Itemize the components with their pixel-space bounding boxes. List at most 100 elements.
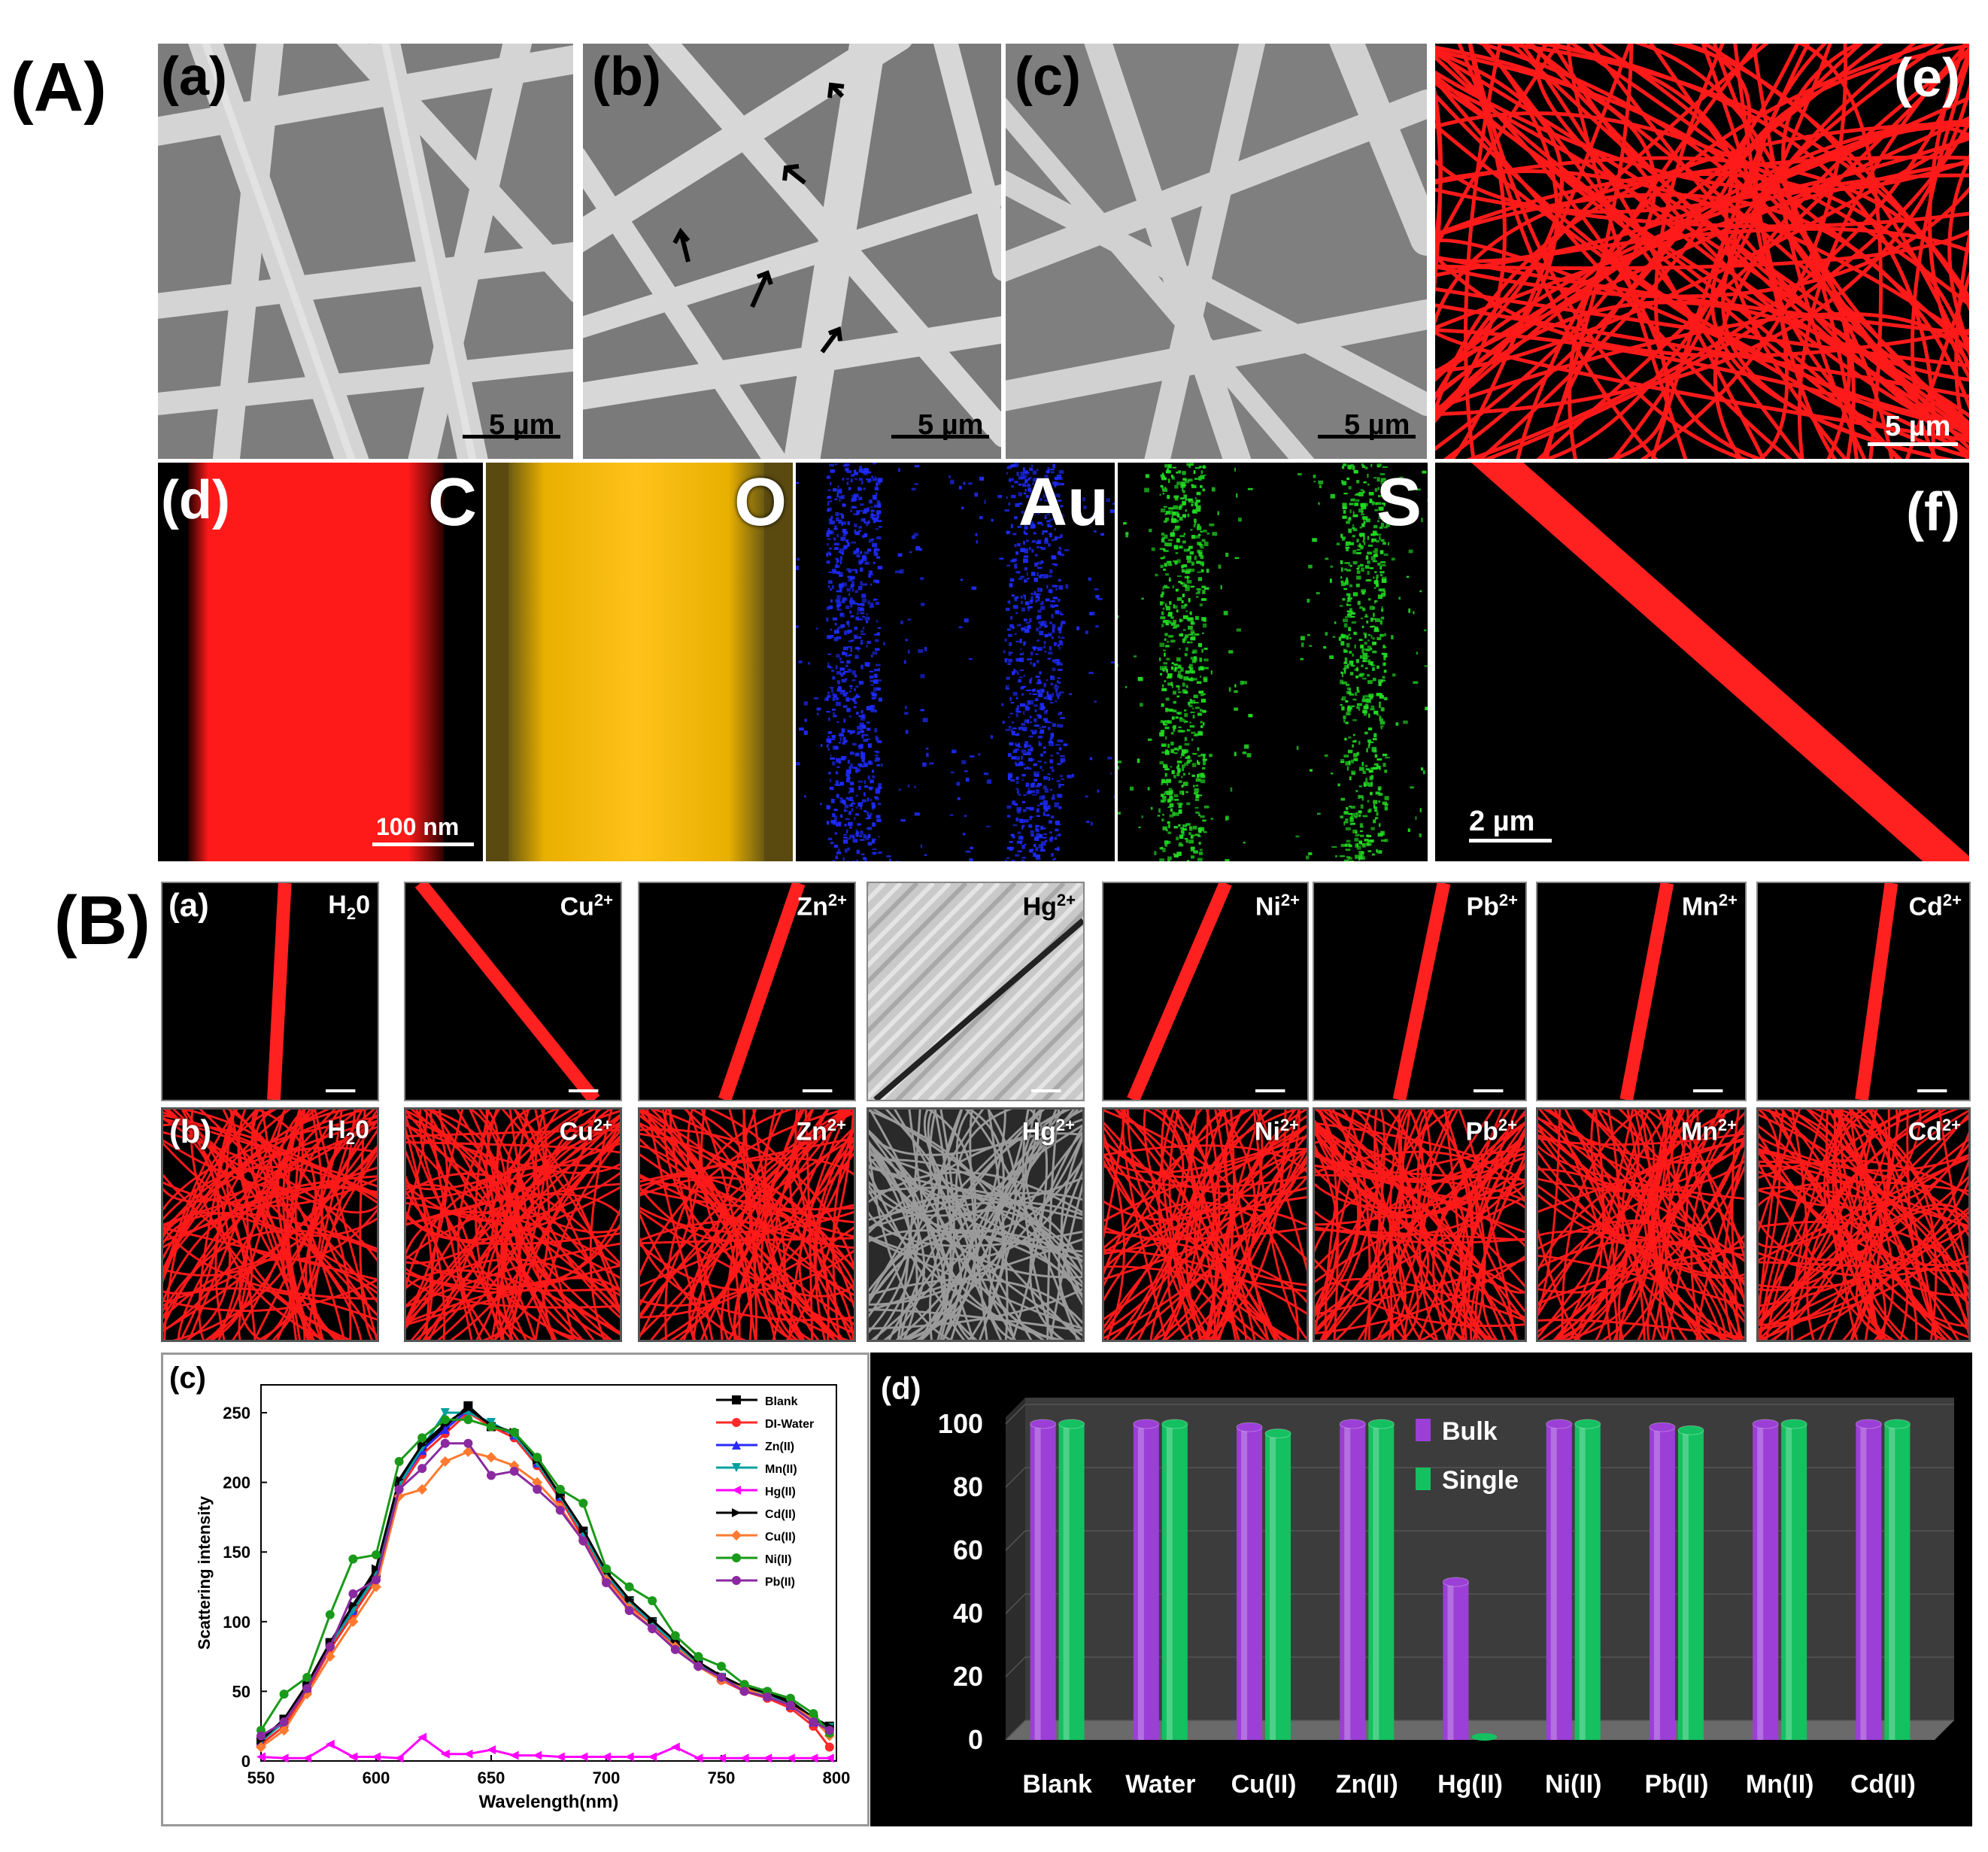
eds-dot bbox=[1178, 581, 1182, 584]
eds-dot bbox=[1173, 826, 1179, 829]
eds-map-o: O bbox=[486, 463, 793, 861]
network-fiber bbox=[305, 1119, 377, 1340]
gridline bbox=[1005, 1467, 1954, 1488]
eds-dot bbox=[863, 780, 866, 785]
eds-dot bbox=[1056, 499, 1062, 502]
network-fiber bbox=[163, 1116, 377, 1211]
eds-dot bbox=[828, 571, 834, 573]
eds-dot bbox=[858, 715, 863, 718]
eds-dot bbox=[1200, 546, 1204, 549]
eds-dot bbox=[1346, 712, 1351, 715]
data-point bbox=[602, 1564, 611, 1574]
eds-dot bbox=[1348, 627, 1351, 630]
eds-dot bbox=[1015, 748, 1019, 751]
eds-dot bbox=[1018, 476, 1024, 480]
eds-dot bbox=[1035, 846, 1039, 852]
eds-dot bbox=[1057, 644, 1060, 647]
eds-dot bbox=[1403, 720, 1408, 724]
eds-dot bbox=[1176, 685, 1180, 688]
eds-dot bbox=[1021, 749, 1027, 754]
ion-sub: 2 bbox=[345, 1128, 356, 1148]
eds-dot bbox=[860, 730, 865, 733]
eds-dot bbox=[1009, 642, 1012, 646]
eds-dot bbox=[1170, 622, 1176, 626]
network-fiber bbox=[1435, 303, 1969, 399]
eds-dot bbox=[1004, 638, 1007, 642]
eds-dot bbox=[1054, 484, 1057, 488]
network-fiber bbox=[1252, 1110, 1307, 1340]
eds-dot bbox=[1175, 547, 1179, 550]
eds-dot bbox=[845, 691, 848, 694]
network-fiber bbox=[1538, 1228, 1581, 1340]
eds-dot bbox=[875, 552, 879, 556]
eds-dot bbox=[866, 738, 870, 740]
eds-dot bbox=[1051, 769, 1055, 773]
eds-dot bbox=[1366, 698, 1371, 703]
network-fiber bbox=[208, 1110, 294, 1340]
eds-dot bbox=[889, 858, 891, 861]
eds-dot bbox=[1006, 846, 1012, 850]
eds-dot bbox=[1175, 716, 1179, 719]
data-point bbox=[694, 1662, 703, 1671]
y-tick-label: 100 bbox=[223, 1613, 250, 1632]
eds-dot bbox=[1006, 530, 1010, 535]
eds-dot bbox=[1234, 690, 1238, 694]
network-fiber bbox=[988, 1131, 1082, 1340]
eds-dot bbox=[1027, 477, 1030, 481]
eds-dot bbox=[1199, 549, 1203, 554]
eds-dot bbox=[913, 533, 918, 536]
eds-dot bbox=[872, 822, 876, 827]
eds-dot bbox=[1027, 472, 1030, 475]
eds-dot bbox=[870, 506, 873, 509]
eds-dot bbox=[1014, 481, 1018, 484]
eds-dot bbox=[1375, 618, 1380, 622]
eds-dot bbox=[838, 849, 840, 852]
eds-dot bbox=[1165, 619, 1170, 623]
eds-dot bbox=[1018, 571, 1021, 574]
eds-dot bbox=[1052, 584, 1056, 587]
eds-dot bbox=[1197, 761, 1200, 765]
eds-dot bbox=[1350, 612, 1356, 615]
eds-dot bbox=[860, 639, 863, 642]
eds-dot bbox=[1359, 834, 1364, 837]
eds-dot bbox=[854, 531, 860, 536]
network-fiber bbox=[1162, 1110, 1297, 1340]
bulk-network-ni bbox=[1104, 1110, 1307, 1340]
network-fiber bbox=[1315, 1150, 1525, 1201]
eds-dot bbox=[1175, 588, 1179, 592]
eds-dot bbox=[1021, 600, 1023, 604]
eds-dot bbox=[844, 849, 848, 853]
eds-dot bbox=[843, 545, 848, 547]
eds-dot bbox=[1049, 721, 1052, 724]
eds-dot bbox=[1166, 779, 1171, 783]
data-point bbox=[348, 1554, 358, 1564]
eds-dot bbox=[1188, 666, 1191, 669]
eds-dot bbox=[1376, 502, 1382, 506]
eds-dot bbox=[1049, 837, 1052, 842]
eds-dot bbox=[1046, 512, 1051, 516]
network-fiber bbox=[406, 1129, 620, 1138]
eds-dot bbox=[865, 835, 868, 838]
eds-dot bbox=[1050, 469, 1055, 471]
data-point bbox=[372, 1752, 381, 1762]
eds-dot bbox=[1012, 727, 1017, 730]
legend-marker bbox=[732, 1486, 741, 1495]
bar-bulk bbox=[1339, 1419, 1366, 1740]
eds-dot bbox=[834, 463, 838, 466]
eds-dot bbox=[827, 585, 830, 588]
eds-dot bbox=[1183, 636, 1187, 641]
eds-dot bbox=[1164, 666, 1167, 669]
eds-dot bbox=[1370, 708, 1375, 711]
eds-dot bbox=[1027, 483, 1030, 486]
eds-dot bbox=[1349, 806, 1352, 808]
eds-dot bbox=[877, 566, 883, 569]
eds-dot bbox=[1040, 825, 1044, 830]
eds-dot bbox=[1014, 566, 1018, 569]
eds-dot bbox=[1202, 488, 1205, 492]
eds-dot bbox=[1343, 811, 1349, 815]
eds-dot bbox=[1343, 715, 1346, 720]
eds-dot bbox=[1023, 540, 1025, 545]
eds-dot bbox=[1054, 642, 1057, 646]
network-fiber bbox=[1701, 44, 1789, 459]
eds-dot bbox=[1018, 835, 1023, 840]
